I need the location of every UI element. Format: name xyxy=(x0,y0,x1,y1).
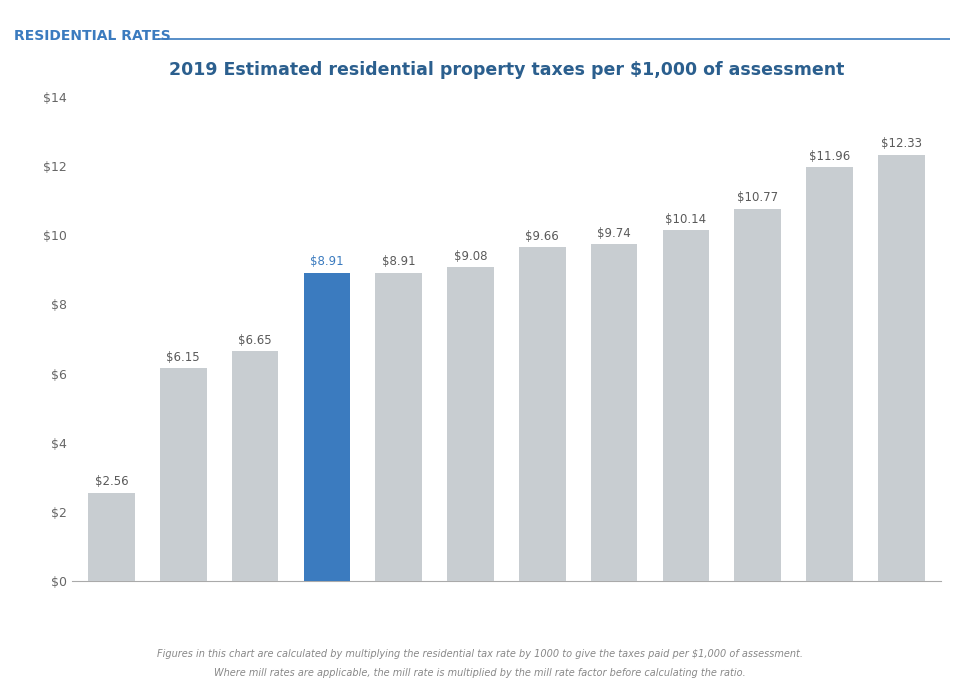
Text: $6.65: $6.65 xyxy=(238,334,272,347)
Text: $9.08: $9.08 xyxy=(454,250,488,263)
Bar xyxy=(590,244,637,581)
Bar xyxy=(88,493,134,581)
Bar xyxy=(375,273,422,581)
Text: $2.56: $2.56 xyxy=(95,475,129,489)
Text: $10.14: $10.14 xyxy=(665,213,707,226)
Bar xyxy=(447,267,493,581)
Title: 2019 Estimated residential property taxes per $1,000 of assessment: 2019 Estimated residential property taxe… xyxy=(169,61,844,79)
Text: $9.66: $9.66 xyxy=(525,230,559,243)
Text: $12.33: $12.33 xyxy=(881,137,922,150)
Bar xyxy=(303,273,350,581)
Text: Where mill rates are applicable, the mill rate is multiplied by the mill rate fa: Where mill rates are applicable, the mil… xyxy=(214,668,746,677)
Text: $6.15: $6.15 xyxy=(166,351,200,364)
Text: $10.77: $10.77 xyxy=(737,191,779,204)
Bar xyxy=(734,209,781,581)
Bar xyxy=(160,368,206,581)
Text: $8.91: $8.91 xyxy=(310,255,344,268)
Bar xyxy=(806,167,852,581)
Text: RESIDENTIAL RATES: RESIDENTIAL RATES xyxy=(14,28,171,43)
Bar xyxy=(231,352,278,581)
Text: Figures in this chart are calculated by multiplying the residential tax rate by : Figures in this chart are calculated by … xyxy=(157,649,803,659)
Bar xyxy=(519,247,565,581)
Bar xyxy=(878,155,924,581)
Bar xyxy=(662,230,709,581)
Text: $11.96: $11.96 xyxy=(809,150,851,163)
Text: $8.91: $8.91 xyxy=(382,255,416,268)
Text: $9.74: $9.74 xyxy=(597,227,631,240)
